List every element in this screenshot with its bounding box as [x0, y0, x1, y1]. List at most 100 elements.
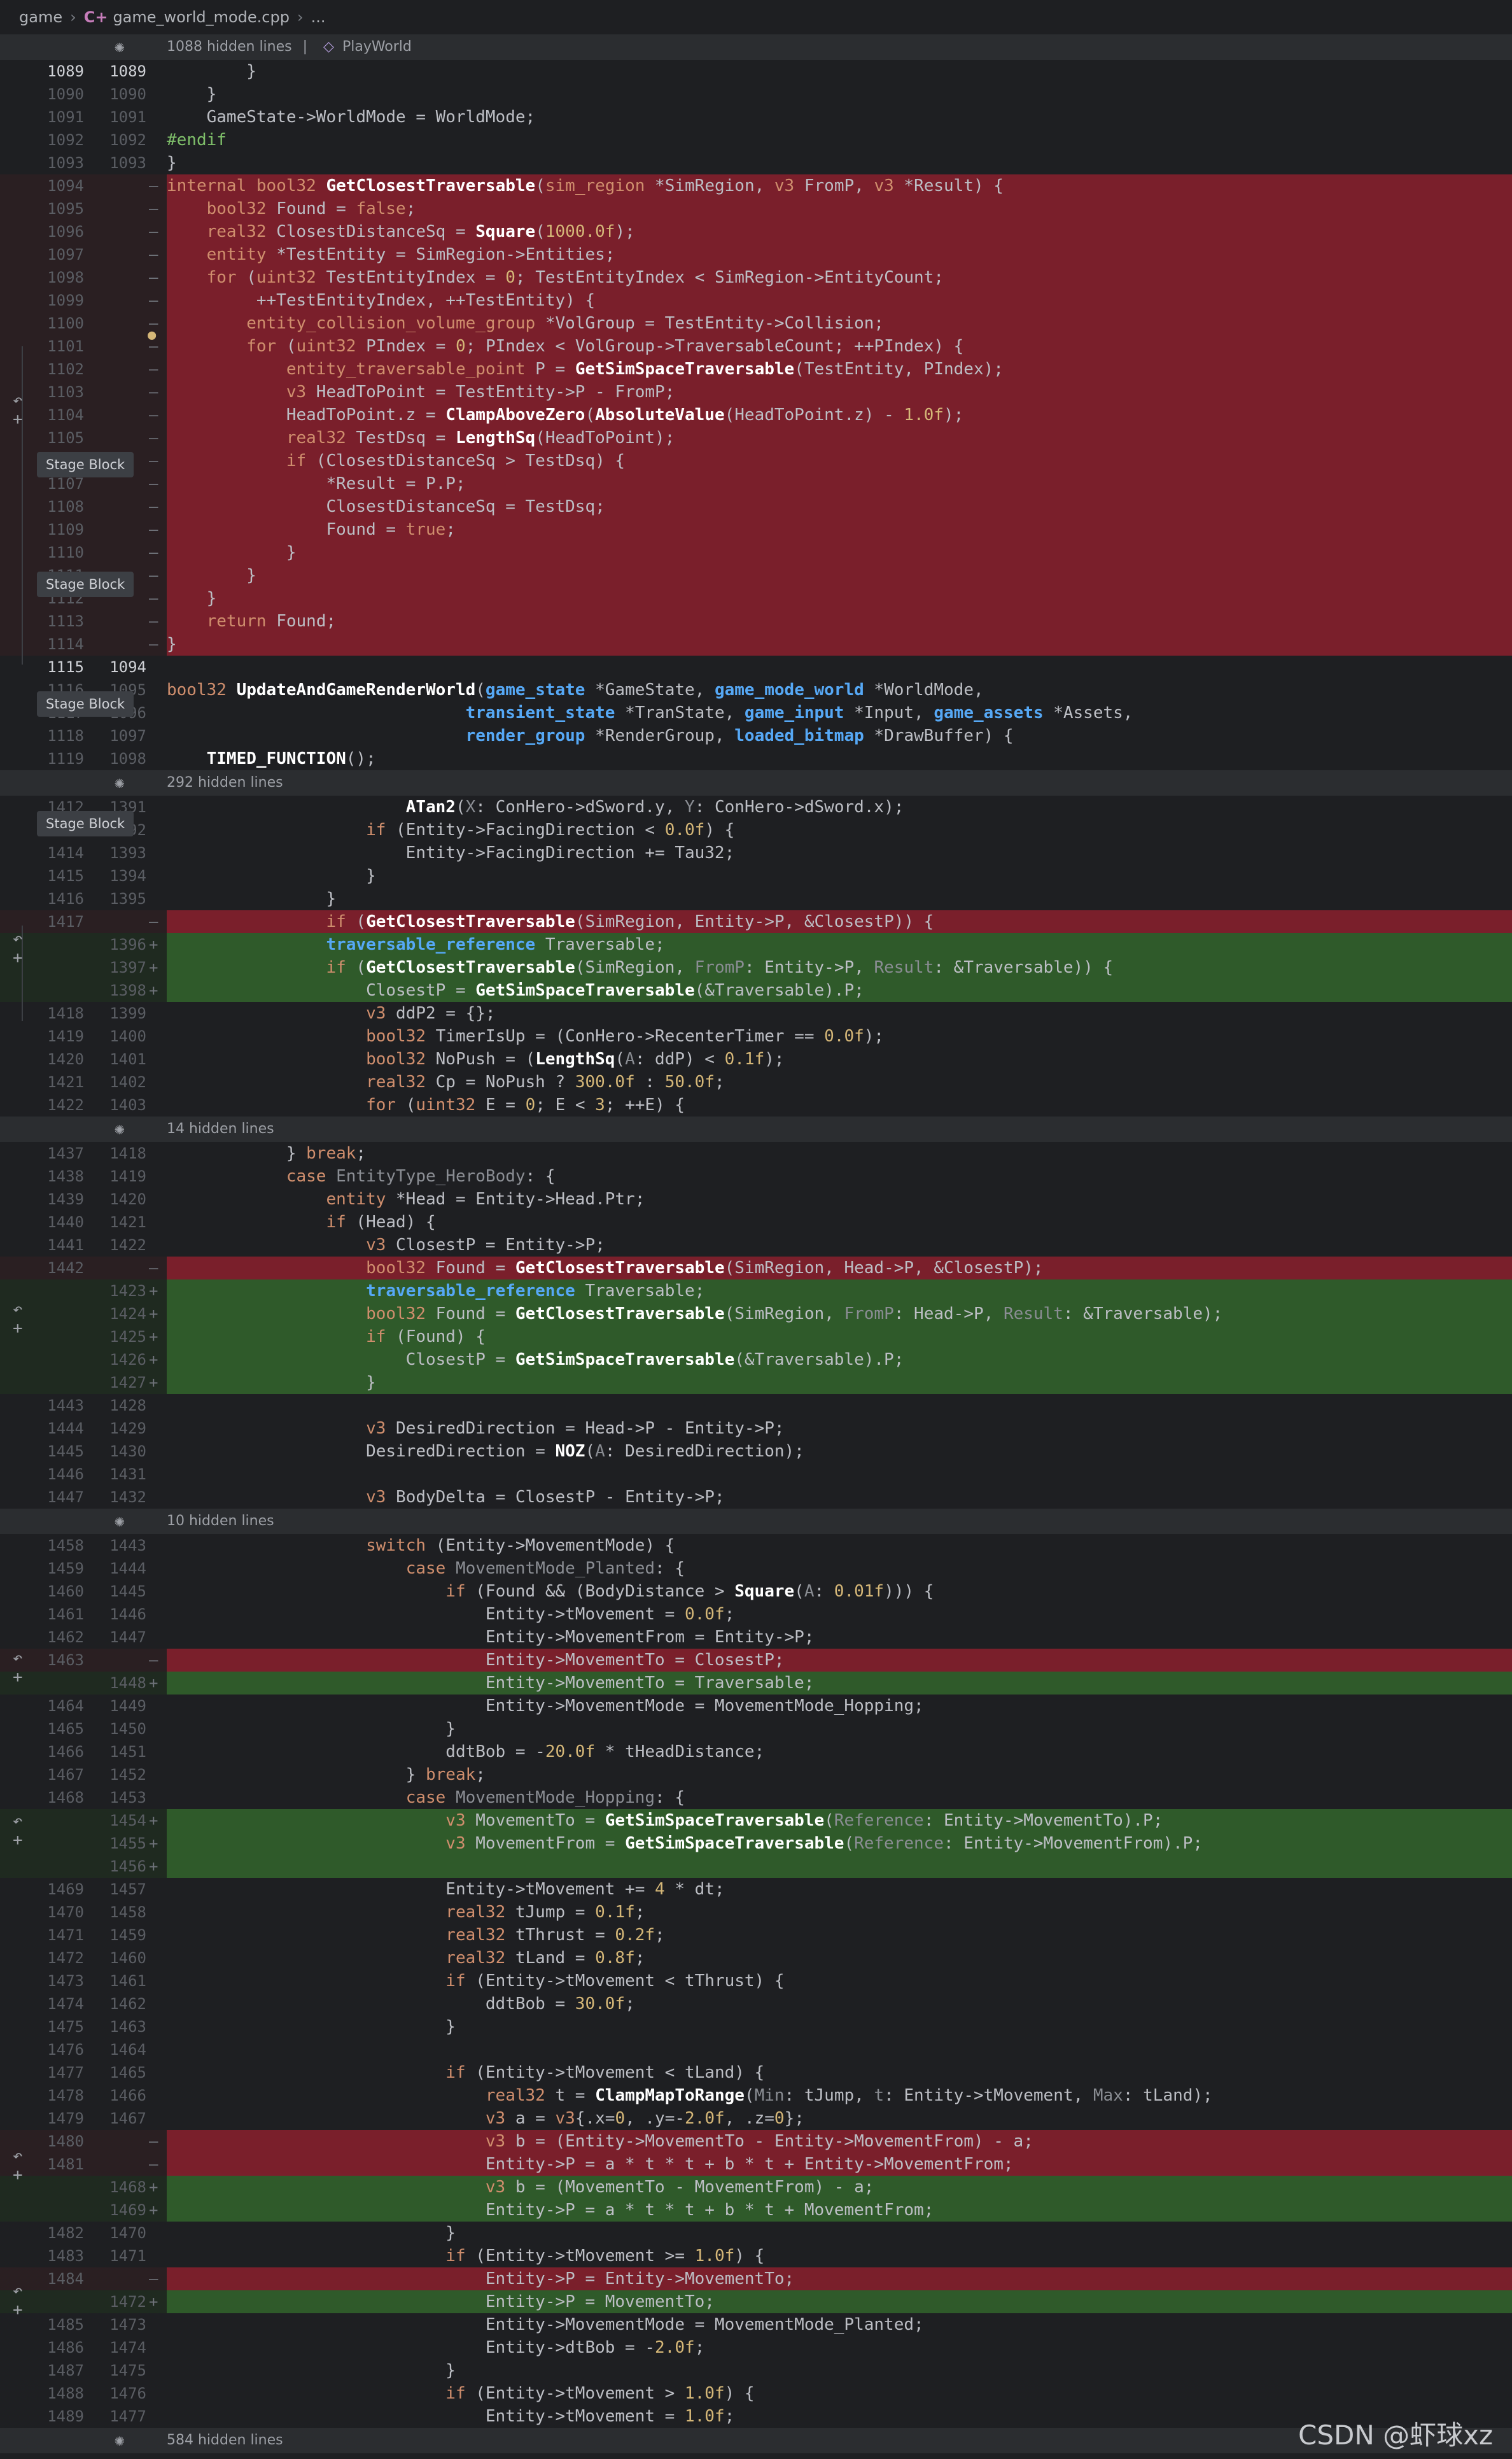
code-text[interactable]: HeadToPoint.z = ClampAboveZero(AbsoluteV… [167, 404, 1512, 426]
deleted-line[interactable]: 1101 — for (uint32 PIndex = 0; PIndex < V… [0, 335, 1512, 358]
code-text[interactable]: Entity->MovementTo = Traversable; [167, 1672, 1512, 1695]
context-line[interactable]: 1477 1465 if (Entity->tMovement < tLand) … [0, 2061, 1512, 2084]
context-line[interactable]: 1439 1420 entity *Head = Entity->Head.Ptr… [0, 1188, 1512, 1211]
code-text[interactable]: v3 BodyDelta = ClosestP - Entity->P; [366, 1488, 725, 1507]
context-line[interactable]: 1441 1422 v3 ClosestP = Entity->P; [0, 1234, 1512, 1257]
code-text[interactable]: bool32 UpdateAndGameRenderWorld(game_sta… [167, 680, 984, 700]
code-text[interactable]: Entity->P = Entity->MovementTo; [167, 2267, 1512, 2290]
context-line[interactable]: 1458 1443 switch (Entity->MovementMode) { [0, 1534, 1512, 1557]
hidden-lines-fold[interactable]: ✺ 14 hidden lines [0, 1117, 1512, 1142]
deleted-line[interactable]: 1417 — if (GetClosestTraversable(SimRegio… [0, 910, 1512, 933]
code-text[interactable]: if (GetClosestTraversable(SimRegion, Fro… [167, 956, 1512, 979]
deleted-line[interactable]: 1100 — entity_collision_volume_group *Vol… [0, 312, 1512, 335]
code-text[interactable]: bool32 Found = GetClosestTraversable(Sim… [167, 1302, 1512, 1325]
context-line[interactable]: 1471 1459 real32 tThrust = 0.2f; [0, 1924, 1512, 1947]
deleted-line[interactable]: 1108 — ClosestDistanceSq = TestDsq; [0, 495, 1512, 518]
code-text[interactable]: } [167, 2017, 456, 2036]
code-text[interactable]: return Found; [167, 610, 1512, 633]
expand-fold-icon[interactable]: ✺ [115, 2431, 125, 2450]
fold-context[interactable]: PlayWorld [342, 39, 412, 55]
code-text[interactable]: } break; [167, 1144, 367, 1163]
context-line[interactable]: 1440 1421 if (Head) { [0, 1211, 1512, 1234]
code-text[interactable]: real32 tLand = 0.8f; [445, 1948, 645, 1968]
context-line[interactable]: 1485 1473 Entity->MovementMode = Movement… [0, 2313, 1512, 2336]
context-line[interactable]: 1421 1402 real32 Cp = NoPush ? 300.0f : 5… [0, 1071, 1512, 1094]
context-line[interactable]: 1461 1446 Entity->tMovement = 0.0f; [0, 1603, 1512, 1626]
added-line[interactable]: 1456 + [0, 1855, 1512, 1878]
stage-block-button[interactable]: Stage Block [37, 452, 134, 477]
context-line[interactable]: 1472 1460 real32 tLand = 0.8f; [0, 1947, 1512, 1969]
code-text[interactable]: render_group *RenderGroup, loaded_bitmap… [465, 726, 1014, 745]
stage-block-button[interactable]: Stage Block [37, 572, 134, 597]
added-line[interactable]: 1397 + if (GetClosestTraversable(SimRegio… [0, 956, 1512, 979]
code-text[interactable]: bool32 Found = GetClosestTraversable(Sim… [167, 1257, 1512, 1279]
code-text[interactable]: } [167, 1371, 1512, 1394]
revert-hunk-icon[interactable]: ↶ + [13, 1649, 23, 1687]
code-text[interactable]: } [167, 564, 1512, 587]
code-text[interactable]: traversable_reference Traversable; [167, 1279, 1512, 1302]
code-text[interactable]: } [167, 541, 1512, 564]
code-text[interactable]: for (uint32 TestEntityIndex = 0; TestEnt… [167, 266, 1512, 289]
context-line[interactable]: 1445 1430 DesiredDirection = NOZ(A: Desir… [0, 1440, 1512, 1463]
code-text[interactable]: entity *TestEntity = SimRegion->Entities… [167, 243, 1512, 266]
added-line[interactable]: 1448 + Entity->MovementTo = Traversable; [0, 1672, 1512, 1695]
code-text[interactable]: Entity->tMovement += 4 * dt; [167, 1880, 725, 1899]
added-line[interactable]: 1454 + v3 MovementTo = GetSimSpaceTravers… [0, 1809, 1512, 1832]
context-line[interactable]: 1476 1464 [0, 2038, 1512, 2061]
context-line[interactable]: 1115 1094 [0, 656, 1512, 679]
code-text[interactable]: #endif [167, 130, 227, 150]
deleted-line[interactable]: 1112— } [0, 587, 1512, 610]
deleted-line[interactable]: 1109 — Found = true; [0, 518, 1512, 541]
code-text[interactable]: case EntityType_HeroBody: { [286, 1167, 556, 1186]
deleted-line[interactable]: 1096 — real32 ClosestDistanceSq = Square(… [0, 220, 1512, 243]
added-line[interactable]: 1398 + ClosestP = GetSimSpaceTraversable(… [0, 979, 1512, 1002]
code-text[interactable]: Entity->MovementMode = MovementMode_Hopp… [167, 1696, 924, 1716]
code-text[interactable]: DesiredDirection = NOZ(A: DesiredDirecti… [167, 1442, 804, 1461]
context-line[interactable]: 1479 1467 v3 a = v3{.x=0, .y=-2.0f, .z=0}… [0, 2107, 1512, 2130]
code-text[interactable]: } [167, 2223, 456, 2243]
context-line[interactable]: 1089 1089 } [0, 60, 1512, 83]
context-line[interactable]: 1468 1453 case MovementMode_Hopping: { [0, 1786, 1512, 1809]
context-line[interactable]: 1465 1450 } [0, 1717, 1512, 1740]
code-text[interactable]: v3 MovementFrom = GetSimSpaceTraversable… [167, 1832, 1512, 1855]
context-line[interactable]: 1444 1429 v3 DesiredDirection = Head->P -… [0, 1417, 1512, 1440]
code-text[interactable]: *Result = P.P; [167, 472, 1512, 495]
added-line[interactable]: 1396 + traversable_reference Traversable; [0, 933, 1512, 956]
deleted-line[interactable]: 1105 — real32 TestDsq = LengthSq(HeadToPo… [0, 426, 1512, 449]
context-line[interactable]: 1473 1461 if (Entity->tMovement < tThrust… [0, 1969, 1512, 1992]
revert-hunk-icon[interactable]: ↶ + [13, 1812, 23, 1850]
code-text[interactable]: Entity->P = a * t * t + b * t + Entity->… [167, 2153, 1512, 2176]
context-line[interactable]: 1459 1444 case MovementMode_Planted: { [0, 1557, 1512, 1580]
context-line[interactable]: 1469 1457 Entity->tMovement += 4 * dt; [0, 1878, 1512, 1901]
deleted-line[interactable]: 1102 — entity_traversable_point P = GetSi… [0, 358, 1512, 381]
code-text[interactable] [167, 1855, 1512, 1878]
context-line[interactable]: 1466 1451 ddtBob = -20.0f * tHeadDistance… [0, 1740, 1512, 1763]
expand-fold-icon[interactable]: ✺ [115, 38, 125, 57]
context-line[interactable]: 1438 1419 case EntityType_HeroBody: { [0, 1165, 1512, 1188]
context-line[interactable]: 1419 1400 bool32 TimerIsUp = (ConHero->Re… [0, 1025, 1512, 1048]
context-line[interactable]: 1420 1401 bool32 NoPush = (LengthSq(A: dd… [0, 1048, 1512, 1071]
context-line[interactable]: 1482 1470 } [0, 2222, 1512, 2244]
code-text[interactable]: entity_traversable_point P = GetSimSpace… [167, 358, 1512, 381]
code-text[interactable]: } [167, 1719, 456, 1738]
added-line[interactable]: 1425 + if (Found) { [0, 1325, 1512, 1348]
code-text[interactable]: ClosestP = GetSimSpaceTraversable(&Trave… [167, 979, 1512, 1002]
code-text[interactable]: Entity->MovementFrom = Entity->P; [167, 1628, 815, 1647]
code-text[interactable]: if (Entity->tMovement < tThrust) { [445, 1971, 785, 1990]
code-text[interactable]: v3 HeadToPoint = TestEntity->P - FromP; [167, 381, 1512, 404]
deleted-line[interactable]: 1095 — bool32 Found = false; [0, 197, 1512, 220]
context-line[interactable]: 1418 1399 v3 ddP2 = {}; [0, 1002, 1512, 1025]
code-text[interactable]: real32 Cp = NoPush ? 300.0f : 50.0f; [366, 1073, 725, 1092]
deleted-line[interactable]: 1099 — ++TestEntityIndex, ++TestEntity) { [0, 289, 1512, 312]
context-line[interactable]: 1422 1403 for (uint32 E = 0; E < 3; ++E) … [0, 1094, 1512, 1117]
code-text[interactable]: if (Entity->FacingDirection < 0.0f) { [366, 821, 735, 840]
code-text[interactable]: Found = true; [167, 518, 1512, 541]
context-line[interactable]: 1093 1093} [0, 151, 1512, 174]
stage-block-button[interactable]: Stage Block [37, 691, 134, 717]
hidden-lines-fold[interactable]: ✺ 292 hidden lines [0, 770, 1512, 796]
code-text[interactable]: case MovementMode_Hopping: { [405, 1788, 685, 1807]
context-line[interactable]: 1462 1447 Entity->MovementFrom = Entity->… [0, 1626, 1512, 1649]
code-text[interactable]: for (uint32 PIndex = 0; PIndex < VolGrou… [167, 335, 1512, 358]
revert-hunk-icon[interactable]: ↶ + [13, 929, 23, 968]
context-line[interactable]: 1447 1432 v3 BodyDelta = ClosestP - Entit… [0, 1486, 1512, 1509]
